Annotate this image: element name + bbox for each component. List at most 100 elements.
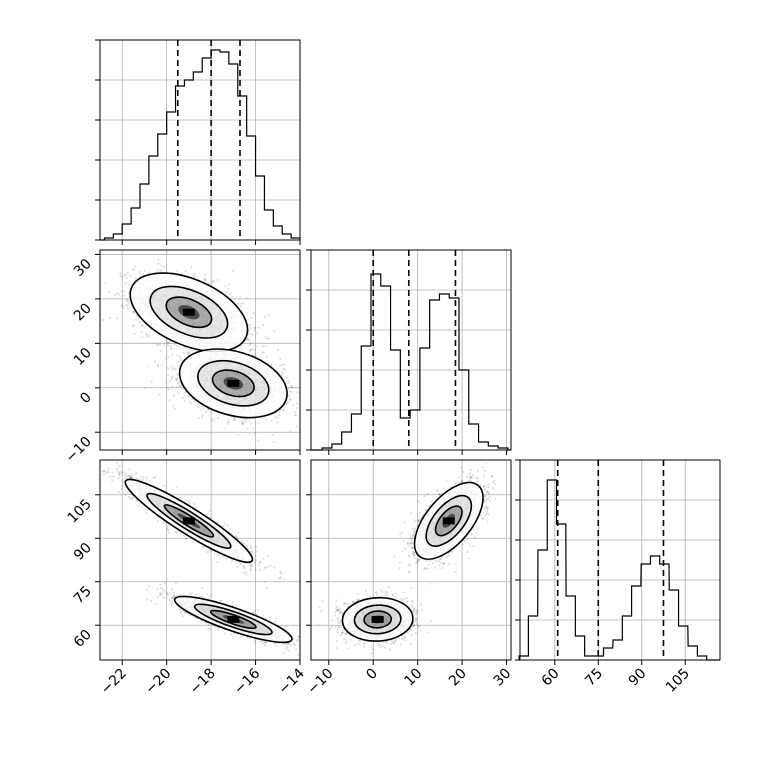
scatter-point [196,402,199,405]
scatter-point [249,348,252,351]
scatter-point [104,282,107,285]
scatter-point [283,363,286,366]
scatter-point [127,301,130,304]
scatter-point [197,405,200,408]
scatter-point [134,265,137,268]
scatter-point [121,304,124,307]
scatter-point [274,415,277,418]
scatter-point [216,278,219,282]
scatter-point [166,341,169,344]
density-peak [227,379,240,387]
scatter-point [249,341,252,345]
scatter-point [241,564,245,567]
scatter-point [250,422,253,425]
scatter-point [179,348,182,351]
scatter-point [95,448,97,450]
scatter-point [188,400,191,404]
scatter-point [253,352,256,355]
scatter-point [190,266,193,269]
scatter-point [184,269,187,273]
scatter-point [250,316,253,319]
scatter-point [261,350,264,354]
scatter-point [245,296,248,300]
scatter-point [111,471,114,474]
scatter-point [253,348,257,351]
scatter-point [202,407,205,410]
scatter-points [102,258,299,443]
scatter-point [291,386,294,389]
scatter-point [191,541,195,544]
scatter-point [249,344,252,347]
scatter-point [145,333,148,336]
scatter-point [288,380,291,383]
scatter-point [246,338,249,341]
scatter-point [295,406,298,410]
scatter-point [239,305,242,308]
scatter-point [115,462,118,465]
scatter-point [227,283,231,286]
scatter-point [176,269,179,273]
scatter-point [262,351,265,354]
scatter-point [288,398,292,401]
scatter-point [163,266,166,269]
scatter-point [122,306,125,310]
scatter-point [270,419,273,422]
axes-frame [99,39,301,241]
scatter-point [135,313,138,317]
scatter-point [272,440,275,443]
scatter-point [146,335,149,338]
scatter-point [156,268,159,271]
scatter-point [131,268,135,271]
scatter-point [251,427,254,430]
scatter-point [128,495,131,499]
scatter-point [125,300,128,303]
scatter-point [264,345,267,348]
scatter-point [170,378,173,381]
scatter-point [165,341,169,344]
scatter-point [116,317,119,320]
scatter-point [264,315,267,318]
scatter-point [253,329,256,332]
scatter-point [159,349,163,353]
scatter-point [157,364,160,367]
scatter-point [245,418,248,421]
scatter-point [247,339,250,342]
scatter-point [271,433,274,436]
scatter-point [295,402,299,405]
scatter-point [126,271,130,275]
scatter-point [132,311,135,314]
scatter-point [282,367,285,370]
scatter-point [194,400,197,403]
scatter-point [227,419,230,422]
scatter-point [267,313,271,317]
scatter-point [125,305,128,308]
scatter-point [224,285,227,288]
scatter-point [210,281,213,285]
scatter-point [267,337,270,340]
scatter-point [187,395,191,398]
scatter-point [172,367,175,370]
scatter-point [236,531,239,534]
scatter-point [203,277,206,280]
scatter-point [157,258,160,261]
scatter-point [144,326,147,329]
scatter-point [208,509,211,512]
scatter-point [156,343,159,346]
scatter-point [157,262,160,265]
scatter-point [253,326,256,329]
scatter-point [197,416,200,419]
scatter-point [281,371,284,374]
scatter-point [168,380,171,383]
scatter-point [145,333,148,336]
scatter-point [141,324,144,327]
scatter-point [167,374,170,377]
scatter-point [181,396,185,399]
scatter-point [183,399,186,402]
scatter-point [201,414,204,417]
scatter-point [128,283,131,286]
scatter-point [117,293,120,296]
scatter-point [192,272,196,275]
scatter-point [173,343,176,346]
scatter-point [182,351,185,355]
